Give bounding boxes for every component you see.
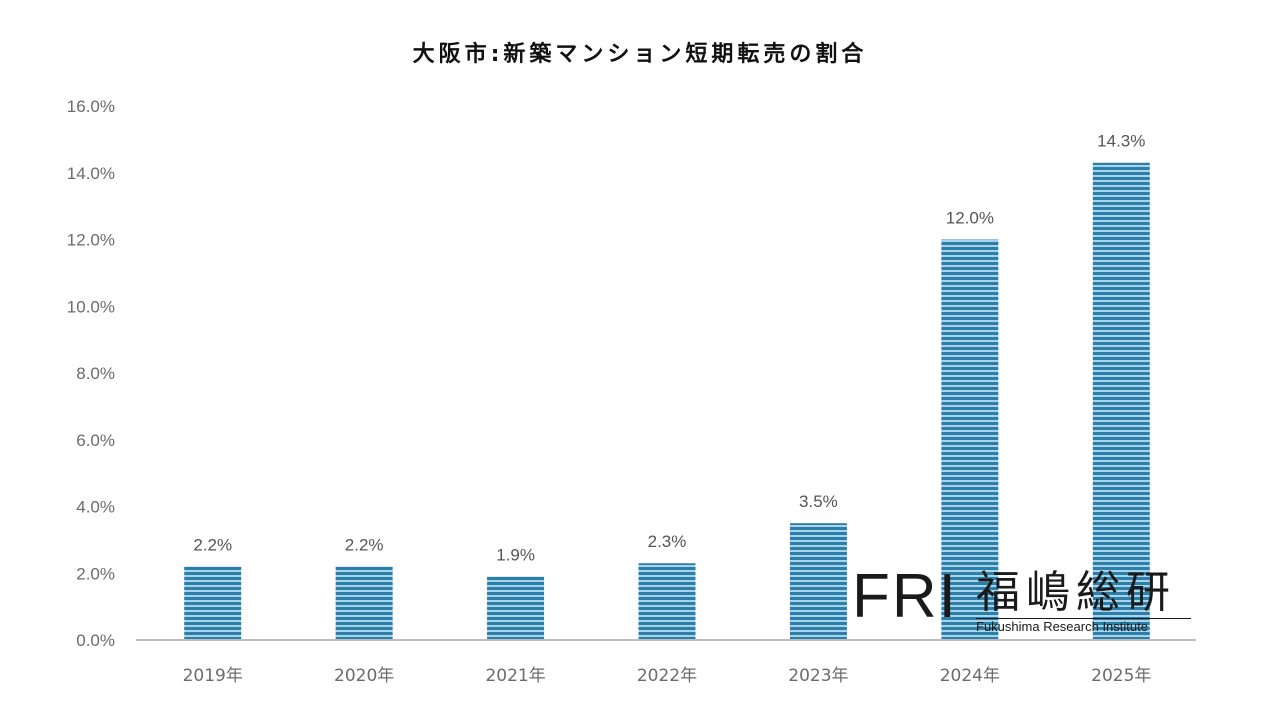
bar <box>487 576 545 640</box>
data-label: 14.3% <box>1097 132 1145 151</box>
y-tick-label: 10.0% <box>67 297 115 316</box>
x-tick-label: 2024年 <box>940 666 1000 686</box>
fri-logo: FRI 福嶋総研 Fukushima Research Institute <box>852 566 1197 638</box>
y-tick-label: 2.0% <box>76 564 115 583</box>
x-tick-label: 2019年 <box>183 666 243 686</box>
x-tick-label: 2025年 <box>1091 666 1151 686</box>
bar <box>638 563 696 640</box>
bar <box>335 566 393 640</box>
logo-name-en: Fukushima Research Institute <box>976 619 1148 634</box>
chart-title: 大阪市:新築マンション短期転売の割合 <box>412 42 868 67</box>
data-label: 1.9% <box>496 546 535 565</box>
y-tick-label: 4.0% <box>76 498 115 517</box>
data-label: 2.2% <box>193 536 232 555</box>
bars <box>184 162 1150 641</box>
data-labels: 2.2% 2.2% 1.9% 2.3% 3.5% 12.0% 14.3% <box>193 132 1145 565</box>
data-label: 2.2% <box>345 536 384 555</box>
bar <box>1092 162 1150 641</box>
data-label: 2.3% <box>648 532 687 551</box>
y-tick-label: 12.0% <box>67 231 115 250</box>
y-tick-label: 8.0% <box>76 364 115 383</box>
data-label: 12.0% <box>946 209 994 228</box>
logo-name-jp: 福嶋総研 <box>976 567 1176 618</box>
bar <box>184 566 242 640</box>
data-label: 3.5% <box>799 492 838 511</box>
bar <box>941 239 999 640</box>
x-tick-label: 2022年 <box>637 666 697 686</box>
logo-divider <box>976 618 1191 619</box>
y-tick-label: 14.0% <box>67 164 115 183</box>
x-axis-labels: 2019年 2020年 2021年 2022年 2023年 2024年 2025年 <box>183 666 1152 686</box>
logo-mark: FRI <box>852 562 958 631</box>
bar <box>789 523 847 640</box>
x-tick-label: 2021年 <box>485 666 545 686</box>
x-tick-label: 2020年 <box>334 666 394 686</box>
y-tick-label: 16.0% <box>67 97 115 116</box>
y-axis-labels: 0.0% 2.0% 4.0% 6.0% 8.0% 10.0% 12.0% 14.0% 16.0% <box>67 97 115 650</box>
y-tick-label: 6.0% <box>76 431 115 450</box>
y-tick-label: 0.0% <box>76 631 115 650</box>
x-tick-label: 2023年 <box>788 666 848 686</box>
